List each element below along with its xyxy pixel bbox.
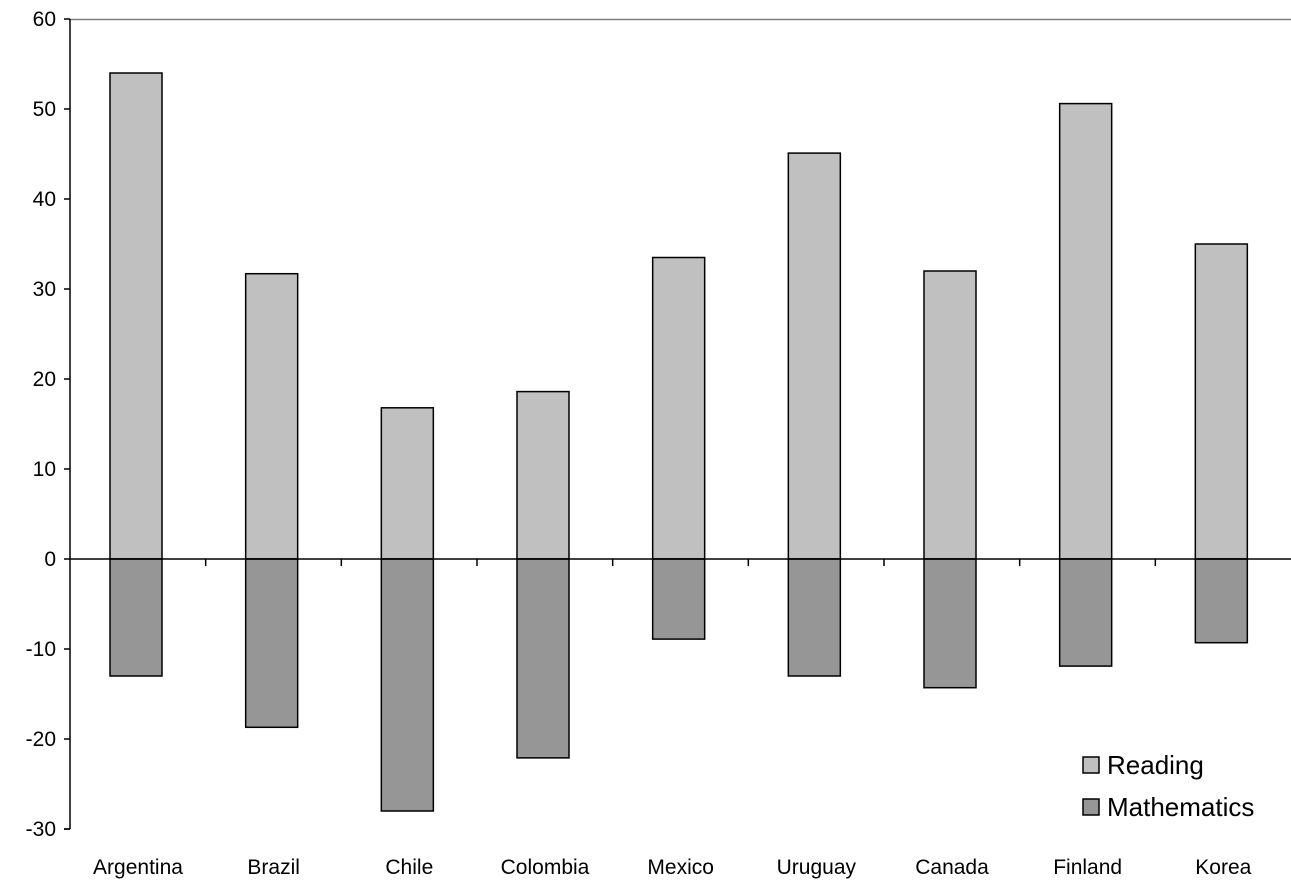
x-tick-label-colombia: Colombia: [501, 856, 590, 879]
y-tick-label: -20: [26, 728, 56, 751]
x-tick-label-korea: Korea: [1195, 856, 1251, 879]
mathematics-bar-finland: [1058, 558, 1113, 667]
mathematics-bar-colombia: [516, 558, 570, 759]
mathematics-bar-chile: [380, 558, 435, 812]
mathematics-bar-mexico: [651, 558, 706, 640]
reading-bar-mexico: [651, 256, 706, 560]
x-axis-ticks: Argentina Brazil Chile Colombia Mexico Urugua…: [93, 856, 1252, 879]
reading-bar-argentina: [109, 72, 163, 560]
x-tick-label-chile: Chile: [385, 856, 433, 879]
x-tick-label-canada: Canada: [915, 856, 989, 879]
y-tick-label: 60: [33, 8, 56, 31]
legend-swatch-reading: [1082, 756, 1100, 774]
y-tick-label: -10: [26, 638, 56, 661]
y-tick-label: 10: [33, 458, 56, 481]
y-tick-label: 40: [33, 188, 56, 211]
mathematics-bar-brazil: [244, 558, 299, 729]
y-tick-label: 20: [33, 368, 56, 391]
reading-bar-korea: [1194, 243, 1249, 560]
reading-bar-chile: [380, 407, 435, 560]
axes-layer: [64, 19, 1291, 830]
bars-layer: [109, 72, 1249, 812]
x-tick-label-uruguay: Uruguay: [777, 856, 857, 879]
reading-bar-brazil: [244, 272, 299, 560]
reading-bar-canada: [923, 270, 977, 560]
x-tick-label-brazil: Brazil: [247, 856, 300, 879]
legend-swatch-mathematics: [1082, 798, 1100, 816]
x-tick-label-argentina: Argentina: [93, 856, 183, 879]
y-tick-label: -30: [26, 818, 56, 841]
reading-bar-finland: [1058, 102, 1113, 560]
reading-bar-uruguay: [787, 152, 842, 560]
legend-label-reading: Reading: [1107, 750, 1204, 780]
y-tick-label: 30: [33, 278, 56, 301]
y-tick-label: 50: [33, 98, 56, 121]
reading-bar-colombia: [516, 390, 570, 560]
legend: Reading Mathematics: [1082, 750, 1254, 822]
mathematics-bar-korea: [1194, 558, 1249, 644]
y-tick-label: 0: [44, 548, 56, 571]
x-tick-label-finland: Finland: [1053, 856, 1122, 879]
mathematics-bar-canada: [923, 558, 977, 689]
legend-label-mathematics: Mathematics: [1107, 792, 1254, 822]
x-tick-label-mexico: Mexico: [647, 856, 714, 879]
mathematics-bar-argentina: [109, 558, 163, 677]
mathematics-bar-uruguay: [787, 558, 842, 677]
y-axis-ticks: 60 50 40 30 20 10 0 -10 -20 -30: [26, 8, 70, 841]
